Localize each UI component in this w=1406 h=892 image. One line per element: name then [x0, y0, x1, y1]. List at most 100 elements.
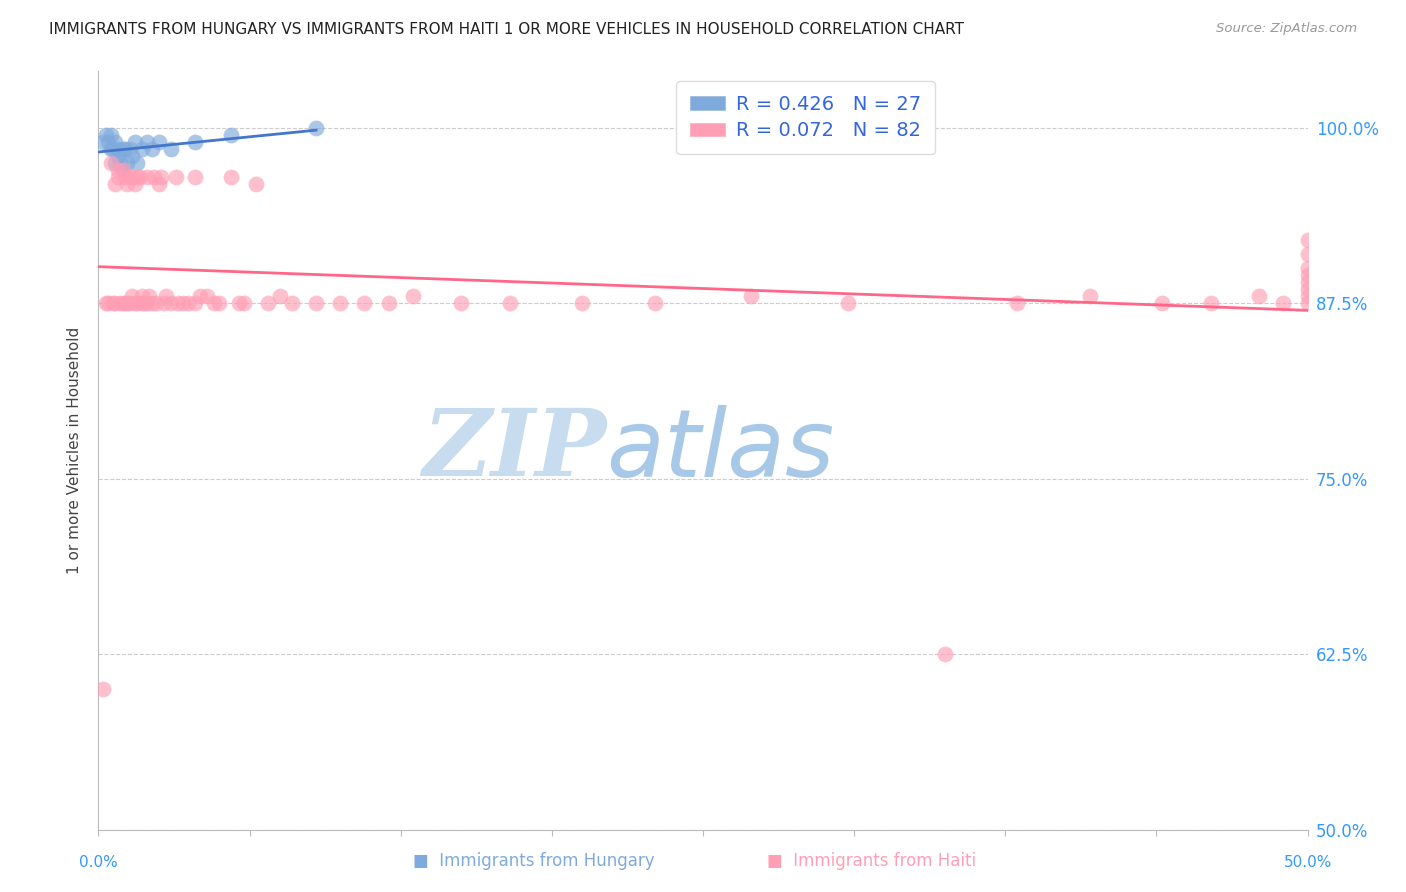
Point [1272, 296, 1295, 310]
Point [111, 162, 134, 177]
Point [498, 296, 520, 310]
Point [184, 135, 207, 149]
Point [167, 296, 190, 310]
Point [208, 296, 231, 310]
Point [121, 169, 143, 184]
Point [450, 296, 472, 310]
Point [1296, 268, 1319, 282]
Point [155, 289, 177, 303]
Point [740, 289, 762, 303]
Point [402, 289, 425, 303]
Point [117, 155, 139, 169]
Point [114, 142, 136, 156]
Point [135, 296, 157, 310]
Point [131, 289, 153, 303]
Point [128, 169, 150, 184]
Point [118, 296, 141, 310]
Text: IMMIGRANTS FROM HUNGARY VS IMMIGRANTS FROM HAITI 1 OR MORE VEHICLES IN HOUSEHOLD: IMMIGRANTS FROM HUNGARY VS IMMIGRANTS FR… [49, 22, 965, 37]
Point [104, 155, 127, 169]
Point [245, 177, 267, 191]
Point [1152, 296, 1174, 310]
Point [124, 177, 146, 191]
Point [104, 177, 127, 191]
Point [165, 169, 187, 184]
Y-axis label: 1 or more Vehicles in Household: 1 or more Vehicles in Household [67, 326, 83, 574]
Point [107, 148, 129, 162]
Point [195, 289, 218, 303]
Point [329, 296, 352, 310]
Point [100, 142, 122, 156]
Point [104, 296, 127, 310]
Point [256, 296, 278, 310]
Point [131, 296, 153, 310]
Point [305, 296, 328, 310]
Point [1296, 275, 1319, 289]
Point [1199, 296, 1222, 310]
Point [1249, 289, 1271, 303]
Point [1296, 247, 1319, 261]
Point [1296, 296, 1319, 310]
Point [114, 296, 136, 310]
Text: ■  Immigrants from Hungary: ■ Immigrants from Hungary [413, 852, 655, 870]
Point [232, 296, 254, 310]
Point [107, 142, 129, 156]
Point [141, 296, 163, 310]
Text: ZIP: ZIP [422, 406, 606, 495]
Point [353, 296, 375, 310]
Legend: R = 0.426   N = 27, R = 0.072   N = 82: R = 0.426 N = 27, R = 0.072 N = 82 [676, 81, 935, 154]
Text: 50.0%: 50.0% [1284, 855, 1331, 870]
Point [143, 169, 166, 184]
Point [114, 169, 136, 184]
Point [1296, 282, 1319, 296]
Point [221, 128, 243, 142]
Point [97, 296, 120, 310]
Text: atlas: atlas [606, 405, 835, 496]
Point [121, 148, 143, 162]
Point [228, 296, 250, 310]
Point [377, 296, 399, 310]
Point [100, 155, 122, 169]
Point [135, 135, 157, 149]
Point [97, 135, 120, 149]
Point [131, 142, 153, 156]
Point [101, 142, 124, 156]
Point [91, 682, 114, 697]
Point [111, 142, 134, 156]
Point [221, 169, 243, 184]
Point [148, 135, 170, 149]
Point [160, 296, 183, 310]
Point [94, 296, 117, 310]
Point [111, 162, 134, 177]
Point [1296, 289, 1319, 303]
Point [124, 296, 146, 310]
Point [107, 162, 129, 177]
Point [172, 296, 194, 310]
Text: 0.0%: 0.0% [79, 855, 118, 870]
Point [121, 289, 143, 303]
Point [1296, 260, 1319, 275]
Point [117, 177, 139, 191]
Point [127, 296, 149, 310]
Point [138, 289, 160, 303]
Point [94, 128, 117, 142]
Point [160, 142, 183, 156]
Point [1078, 289, 1101, 303]
Point [91, 135, 114, 149]
Point [127, 169, 149, 184]
Point [124, 135, 146, 149]
Point [135, 169, 157, 184]
Point [571, 296, 593, 310]
Point [281, 296, 304, 310]
Point [837, 296, 859, 310]
Point [118, 142, 141, 156]
Point [152, 296, 174, 310]
Point [269, 289, 291, 303]
Point [108, 155, 131, 169]
Point [104, 135, 127, 149]
Point [150, 169, 173, 184]
Point [118, 169, 141, 184]
Point [100, 128, 122, 142]
Point [177, 296, 200, 310]
Text: ■  Immigrants from Haiti: ■ Immigrants from Haiti [768, 852, 976, 870]
Point [644, 296, 666, 310]
